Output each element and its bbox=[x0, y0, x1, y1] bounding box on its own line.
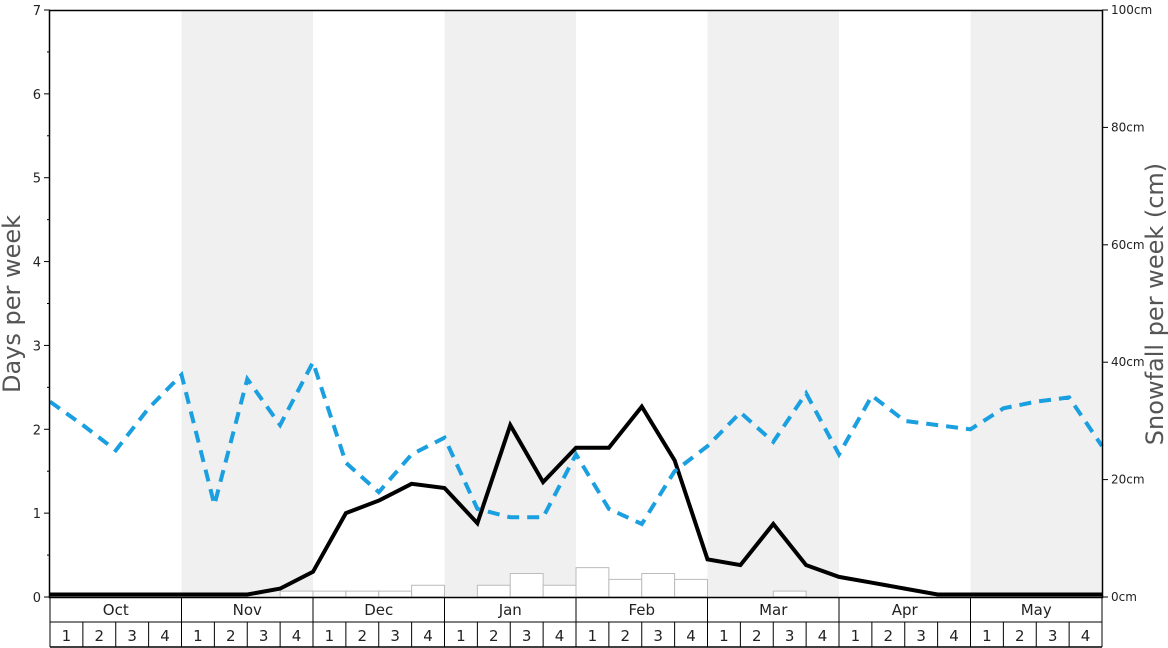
week-label: 1 bbox=[719, 627, 729, 645]
week-label: 2 bbox=[95, 627, 105, 645]
series-lines bbox=[48, 357, 1104, 597]
snowfall-bar bbox=[575, 567, 610, 598]
snowfall-bar bbox=[476, 584, 511, 598]
week-label: 1 bbox=[325, 627, 335, 645]
left-tick-label: 1 bbox=[33, 507, 41, 522]
week-label: 2 bbox=[358, 627, 368, 645]
snowfall-bar bbox=[641, 573, 676, 598]
right-tick-label: 60cm bbox=[1111, 238, 1145, 252]
week-label: 1 bbox=[62, 627, 72, 645]
week-label: 4 bbox=[555, 627, 565, 645]
month-label: Dec bbox=[364, 601, 393, 619]
shade-mar bbox=[707, 10, 839, 597]
week-label: 1 bbox=[588, 627, 598, 645]
week-label: 3 bbox=[653, 627, 663, 645]
left-tick-label: 4 bbox=[33, 256, 41, 271]
week-label: 4 bbox=[1081, 627, 1091, 645]
snowfall-bar bbox=[772, 590, 807, 598]
snowfall-bar bbox=[674, 578, 708, 598]
week-label: 1 bbox=[456, 627, 466, 645]
month-label: Apr bbox=[892, 601, 919, 619]
week-label: 3 bbox=[127, 627, 137, 645]
month-label: Oct bbox=[103, 601, 129, 619]
month-axis: Oct 1 2 3 4 Nov 1 2 3 4 Dec 1 2 3 4 Jan 1 2 3 4 Feb 1 2 3 4 Mar 1 2… bbox=[49, 597, 1103, 648]
right-tick-label: 100cm bbox=[1111, 3, 1152, 17]
left-axis-title: Days per week bbox=[0, 215, 26, 393]
snowfall-bar bbox=[279, 590, 314, 598]
week-label: 2 bbox=[226, 627, 236, 645]
right-axis: 0cm 20cm 40cm 60cm 80cm 100cm bbox=[1102, 3, 1152, 604]
week-label: 2 bbox=[621, 627, 631, 645]
right-tick-label: 20cm bbox=[1111, 473, 1145, 487]
solid-line bbox=[50, 403, 1102, 597]
week-label: 4 bbox=[160, 627, 170, 645]
left-axis: 0 1 2 3 4 5 6 7 bbox=[33, 4, 50, 606]
right-axis-title: Snowfall per week (cm) bbox=[1141, 163, 1168, 445]
week-label: 3 bbox=[785, 627, 795, 645]
shade-jan bbox=[444, 10, 576, 597]
snowfall-bar bbox=[509, 573, 544, 598]
week-label: 4 bbox=[292, 627, 302, 645]
right-tick-label: 40cm bbox=[1111, 355, 1145, 369]
week-label: 4 bbox=[423, 627, 433, 645]
snowfall-bar bbox=[608, 578, 643, 598]
left-tick-label: 5 bbox=[33, 172, 41, 187]
week-label: 4 bbox=[818, 627, 828, 645]
left-tick-label: 0 bbox=[33, 591, 41, 606]
week-label: 4 bbox=[949, 627, 959, 645]
week-label: 3 bbox=[522, 627, 532, 645]
snowfall-bar bbox=[312, 590, 347, 598]
week-label: 4 bbox=[686, 627, 696, 645]
left-tick-label: 2 bbox=[33, 423, 41, 438]
week-label: 3 bbox=[916, 627, 926, 645]
month-label: Jan bbox=[498, 601, 522, 619]
left-tick-label: 3 bbox=[33, 339, 41, 354]
week-label: 1 bbox=[982, 627, 992, 645]
week-label: 2 bbox=[1015, 627, 1025, 645]
shade-nov bbox=[181, 10, 313, 597]
week-label: 2 bbox=[489, 627, 499, 645]
snowfall-bar bbox=[378, 590, 413, 598]
snowfall-bar bbox=[542, 584, 577, 598]
right-tick-label: 80cm bbox=[1111, 120, 1145, 134]
month-label: Nov bbox=[233, 601, 262, 619]
week-label: 2 bbox=[884, 627, 894, 645]
week-label: 3 bbox=[259, 627, 269, 645]
week-label: 1 bbox=[193, 627, 203, 645]
shade-may bbox=[970, 10, 1102, 597]
week-label: 1 bbox=[851, 627, 861, 645]
week-label: 2 bbox=[752, 627, 762, 645]
month-label: Mar bbox=[759, 601, 788, 619]
week-label: 3 bbox=[1048, 627, 1058, 645]
right-tick-label: 0cm bbox=[1111, 590, 1137, 604]
left-tick-label: 7 bbox=[33, 4, 41, 19]
left-tick-label: 6 bbox=[33, 88, 41, 103]
dashed-line bbox=[48, 357, 1104, 527]
month-label: May bbox=[1021, 601, 1052, 619]
snowfall-bar bbox=[345, 590, 380, 598]
week-label: 3 bbox=[390, 627, 400, 645]
month-label: Feb bbox=[628, 601, 655, 619]
month-shading bbox=[181, 10, 1102, 597]
snowfall-bar bbox=[411, 584, 445, 598]
